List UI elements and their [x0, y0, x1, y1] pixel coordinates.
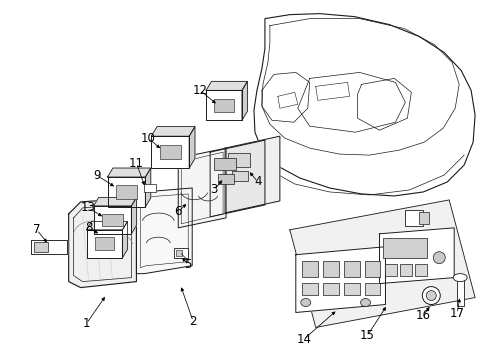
Text: 3: 3 [210, 184, 217, 197]
Polygon shape [242, 81, 247, 120]
Polygon shape [136, 188, 192, 274]
Text: 5: 5 [184, 258, 191, 271]
Polygon shape [93, 198, 136, 206]
Bar [34, 242, 48, 252]
Ellipse shape [432, 252, 444, 264]
Text: 7: 7 [33, 223, 41, 236]
Polygon shape [151, 136, 189, 168]
Polygon shape [93, 206, 131, 234]
Polygon shape [295, 247, 385, 312]
Bar [364, 283, 380, 294]
Ellipse shape [452, 274, 466, 282]
Bar [102, 213, 122, 226]
Bar [343, 261, 359, 276]
Bar [176, 250, 182, 256]
Bar [456, 278, 463, 306]
Text: 6: 6 [174, 205, 182, 219]
Bar [232, 171, 247, 181]
Polygon shape [31, 240, 66, 254]
Bar [419, 212, 428, 224]
Bar [385, 264, 397, 276]
Bar [214, 99, 233, 112]
Polygon shape [68, 198, 136, 288]
Ellipse shape [300, 298, 310, 306]
Polygon shape [253, 14, 474, 196]
Bar [116, 185, 137, 199]
Text: 10: 10 [141, 132, 156, 145]
Bar [405, 210, 423, 226]
Text: 8: 8 [85, 221, 92, 234]
Text: 16: 16 [415, 309, 430, 322]
Polygon shape [206, 81, 247, 90]
Text: 15: 15 [359, 329, 374, 342]
Polygon shape [86, 221, 127, 230]
Polygon shape [151, 127, 195, 136]
Bar [301, 283, 317, 294]
Text: 9: 9 [93, 168, 100, 181]
Polygon shape [122, 221, 127, 258]
Polygon shape [379, 228, 453, 284]
Text: 17: 17 [449, 307, 464, 320]
Polygon shape [107, 177, 145, 207]
Polygon shape [289, 200, 474, 328]
Polygon shape [107, 168, 150, 177]
Text: 2: 2 [189, 315, 197, 328]
Bar [301, 261, 317, 276]
Polygon shape [131, 198, 136, 234]
Text: 14: 14 [296, 333, 311, 346]
Polygon shape [178, 148, 225, 228]
Bar [227, 153, 249, 167]
Bar [174, 248, 188, 258]
Text: 12: 12 [192, 84, 207, 97]
Polygon shape [145, 168, 150, 207]
Bar [383, 238, 427, 258]
Bar [214, 158, 236, 170]
Polygon shape [86, 230, 122, 258]
Text: 13: 13 [81, 201, 96, 215]
Polygon shape [206, 90, 242, 120]
Bar [364, 261, 380, 276]
Bar [343, 283, 359, 294]
Polygon shape [210, 140, 264, 217]
Bar [144, 184, 156, 192]
Polygon shape [224, 136, 279, 213]
Bar [218, 174, 234, 184]
Bar [322, 283, 338, 294]
Ellipse shape [426, 291, 435, 301]
Ellipse shape [422, 287, 439, 305]
Bar [414, 264, 427, 276]
Bar [322, 261, 338, 276]
Bar [400, 264, 411, 276]
Bar [95, 238, 114, 250]
Text: 4: 4 [254, 175, 261, 189]
Bar [160, 145, 181, 159]
Polygon shape [189, 127, 195, 168]
Text: 11: 11 [129, 157, 143, 170]
Ellipse shape [360, 298, 370, 306]
Text: 1: 1 [82, 317, 90, 330]
